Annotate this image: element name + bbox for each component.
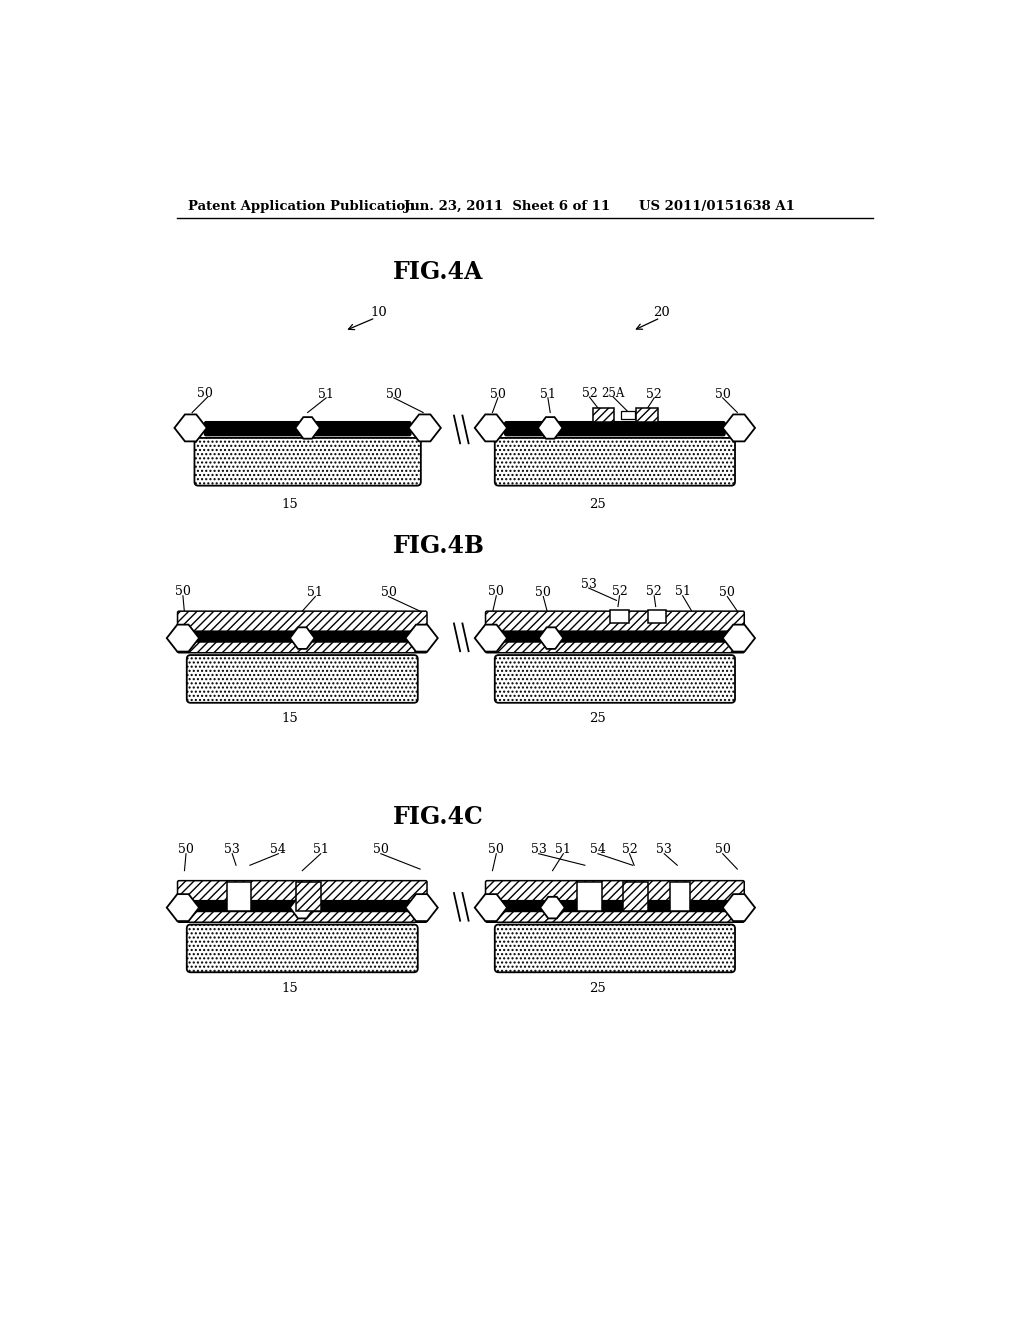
Text: 51: 51 bbox=[318, 388, 334, 400]
Text: 52: 52 bbox=[611, 585, 628, 598]
Text: Patent Application Publication: Patent Application Publication bbox=[188, 199, 415, 213]
Text: 50: 50 bbox=[720, 586, 735, 599]
Text: 53: 53 bbox=[530, 843, 547, 857]
Text: 50: 50 bbox=[715, 843, 731, 857]
Polygon shape bbox=[475, 624, 507, 652]
Bar bbox=[226, 882, 252, 911]
Text: 10: 10 bbox=[370, 306, 387, 319]
Polygon shape bbox=[475, 414, 507, 441]
FancyBboxPatch shape bbox=[193, 900, 413, 912]
Bar bbox=[296, 882, 321, 911]
Text: 50: 50 bbox=[373, 843, 389, 857]
Text: 50: 50 bbox=[197, 387, 212, 400]
Text: 50: 50 bbox=[488, 843, 504, 857]
FancyBboxPatch shape bbox=[495, 924, 735, 973]
Polygon shape bbox=[723, 414, 755, 441]
Text: Jun. 23, 2011  Sheet 6 of 11: Jun. 23, 2011 Sheet 6 of 11 bbox=[403, 199, 610, 213]
FancyBboxPatch shape bbox=[186, 924, 418, 973]
Bar bbox=[621, 411, 635, 418]
FancyBboxPatch shape bbox=[204, 421, 412, 437]
Bar bbox=[637, 408, 658, 422]
Text: 53: 53 bbox=[656, 843, 672, 857]
Text: FIG.4B: FIG.4B bbox=[392, 533, 484, 558]
Text: 52: 52 bbox=[582, 387, 597, 400]
Text: 20: 20 bbox=[653, 306, 671, 319]
Polygon shape bbox=[290, 627, 314, 649]
FancyBboxPatch shape bbox=[500, 631, 730, 643]
Text: 54: 54 bbox=[590, 843, 606, 857]
Text: 15: 15 bbox=[282, 713, 298, 726]
FancyBboxPatch shape bbox=[495, 438, 735, 486]
Polygon shape bbox=[723, 894, 755, 921]
Text: US 2011/0151638 A1: US 2011/0151638 A1 bbox=[639, 199, 795, 213]
Polygon shape bbox=[539, 627, 563, 649]
FancyBboxPatch shape bbox=[195, 438, 421, 486]
Text: 25: 25 bbox=[590, 499, 606, 511]
Polygon shape bbox=[174, 414, 207, 441]
Polygon shape bbox=[541, 896, 565, 919]
Bar bbox=[624, 882, 648, 911]
FancyBboxPatch shape bbox=[485, 611, 744, 653]
Text: 25A: 25A bbox=[602, 387, 625, 400]
Polygon shape bbox=[167, 894, 199, 921]
Text: 50: 50 bbox=[381, 586, 396, 599]
Text: FIG.4C: FIG.4C bbox=[393, 805, 484, 829]
Polygon shape bbox=[406, 894, 438, 921]
FancyBboxPatch shape bbox=[177, 880, 427, 923]
Text: 50: 50 bbox=[178, 843, 194, 857]
Bar bbox=[648, 610, 667, 623]
Text: 50: 50 bbox=[386, 388, 401, 400]
Polygon shape bbox=[538, 417, 562, 438]
Text: 50: 50 bbox=[715, 388, 731, 400]
Polygon shape bbox=[295, 417, 319, 438]
Text: 51: 51 bbox=[555, 843, 571, 857]
Text: 15: 15 bbox=[282, 982, 298, 995]
Text: 52: 52 bbox=[646, 388, 663, 400]
Text: 50: 50 bbox=[488, 585, 504, 598]
Bar bbox=[593, 408, 614, 422]
Bar bbox=[610, 610, 629, 623]
Text: 50: 50 bbox=[489, 388, 506, 400]
FancyBboxPatch shape bbox=[500, 900, 730, 912]
Bar bbox=[578, 882, 602, 911]
Text: 50: 50 bbox=[175, 585, 190, 598]
Text: 51: 51 bbox=[540, 388, 556, 400]
Text: 54: 54 bbox=[270, 843, 287, 857]
Text: 53: 53 bbox=[581, 578, 597, 591]
Text: 15: 15 bbox=[282, 499, 298, 511]
Polygon shape bbox=[723, 624, 755, 652]
Text: 51: 51 bbox=[307, 586, 324, 599]
Polygon shape bbox=[167, 624, 199, 652]
Text: 51: 51 bbox=[312, 843, 329, 857]
FancyBboxPatch shape bbox=[504, 421, 726, 437]
FancyBboxPatch shape bbox=[177, 611, 427, 653]
Polygon shape bbox=[409, 414, 441, 441]
Text: 52: 52 bbox=[646, 585, 663, 598]
FancyBboxPatch shape bbox=[186, 655, 418, 702]
Text: 51: 51 bbox=[675, 585, 690, 598]
FancyBboxPatch shape bbox=[485, 880, 744, 923]
Text: 52: 52 bbox=[622, 843, 637, 857]
FancyBboxPatch shape bbox=[495, 655, 735, 702]
Bar bbox=[670, 882, 689, 911]
FancyBboxPatch shape bbox=[193, 631, 413, 643]
Text: 50: 50 bbox=[536, 586, 551, 599]
Text: 25: 25 bbox=[590, 982, 606, 995]
Polygon shape bbox=[290, 896, 314, 919]
Text: 53: 53 bbox=[224, 843, 241, 857]
Text: 25: 25 bbox=[590, 713, 606, 726]
Polygon shape bbox=[475, 894, 507, 921]
Polygon shape bbox=[406, 624, 438, 652]
Text: FIG.4A: FIG.4A bbox=[393, 260, 483, 284]
